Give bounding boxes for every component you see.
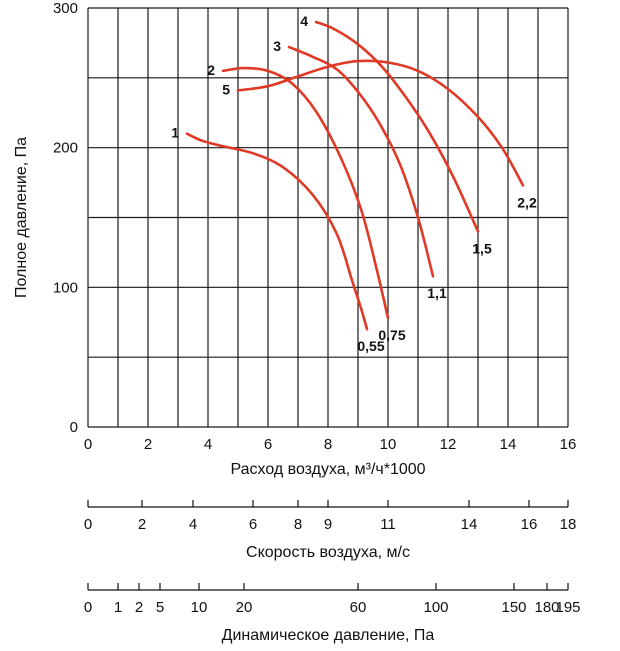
series-2-end-label: 0,75 xyxy=(378,327,405,343)
series-4-end-label: 1,5 xyxy=(472,240,492,256)
series-2-name-label: 2 xyxy=(207,62,215,78)
secondary-tick-label: 2 xyxy=(138,516,146,533)
secondary-tick-label: 180 xyxy=(534,599,559,616)
secondary-tick-label: 20 xyxy=(236,599,253,616)
y-tick-label: 200 xyxy=(53,140,78,157)
secondary-tick-label: 195 xyxy=(555,599,580,616)
series-5-end-label: 2,2 xyxy=(517,194,537,210)
x-tick-label: 0 xyxy=(84,436,92,453)
series-5-name-label: 5 xyxy=(222,81,230,97)
curve-labels: 1 0,55 2 0,75 3 1,1 4 1,5 5 2,2 xyxy=(171,13,537,354)
series-3-end-label: 1,1 xyxy=(427,285,447,301)
series-1-curve xyxy=(185,132,369,331)
series-1-name-label: 1 xyxy=(171,125,179,141)
series-4-curve xyxy=(314,20,480,233)
series-3-curve xyxy=(287,45,435,278)
secondary-tick-label: 4 xyxy=(189,516,197,533)
series-5-curve xyxy=(236,59,525,187)
x-tick-label: 2 xyxy=(144,436,152,453)
y-tick-label: 0 xyxy=(70,419,78,436)
x-tick-label: 4 xyxy=(204,436,212,453)
secondary-tick-label: 100 xyxy=(423,599,448,616)
x-axis-title: Расход воздуха, м³/ч*1000 xyxy=(230,461,425,478)
series-4-name-label: 4 xyxy=(300,13,308,29)
secondary-tick-label: 14 xyxy=(461,516,478,533)
x-tick-label: 12 xyxy=(440,436,457,453)
secondary-tick-label: 6 xyxy=(249,516,257,533)
secondary-tick-label: 0 xyxy=(84,599,92,616)
secondary-tick-label: 2 xyxy=(135,599,143,616)
secondary-axis-title: Скорость воздуха, м/с xyxy=(246,544,410,561)
series-3-name-label: 3 xyxy=(273,38,281,54)
x-tick-label: 8 xyxy=(324,436,332,453)
series-1-end-label: 0,55 xyxy=(357,338,384,354)
y-axis-title: Полное давление, Па xyxy=(13,137,30,298)
secondary-tick-label: 16 xyxy=(521,516,538,533)
secondary-tick-label: 1 xyxy=(114,599,122,616)
x-tick-label: 16 xyxy=(560,436,577,453)
secondary-tick-label: 150 xyxy=(501,599,526,616)
series-curves xyxy=(185,20,525,331)
secondary-tick-label: 11 xyxy=(380,516,396,533)
secondary-tick-label: 5 xyxy=(156,599,164,616)
series-2-curve xyxy=(221,66,390,320)
secondary-tick-label: 10 xyxy=(191,599,208,616)
x-tick-label: 10 xyxy=(380,436,397,453)
y-tick-label: 100 xyxy=(53,279,78,296)
secondary-tick-label: 8 xyxy=(294,516,302,533)
y-tick-label: 300 xyxy=(53,0,78,17)
x-tick-label: 6 xyxy=(264,436,272,453)
x-tick-label: 14 xyxy=(500,436,517,453)
secondary-tick-label: 18 xyxy=(560,516,577,533)
secondary-tick-label: 0 xyxy=(84,516,92,533)
plot-grid xyxy=(87,7,569,428)
secondary-tick-label: 9 xyxy=(324,516,332,533)
secondary-axis-title: Динамическое давление, Па xyxy=(222,627,435,644)
secondary-tick-label: 60 xyxy=(350,599,367,616)
